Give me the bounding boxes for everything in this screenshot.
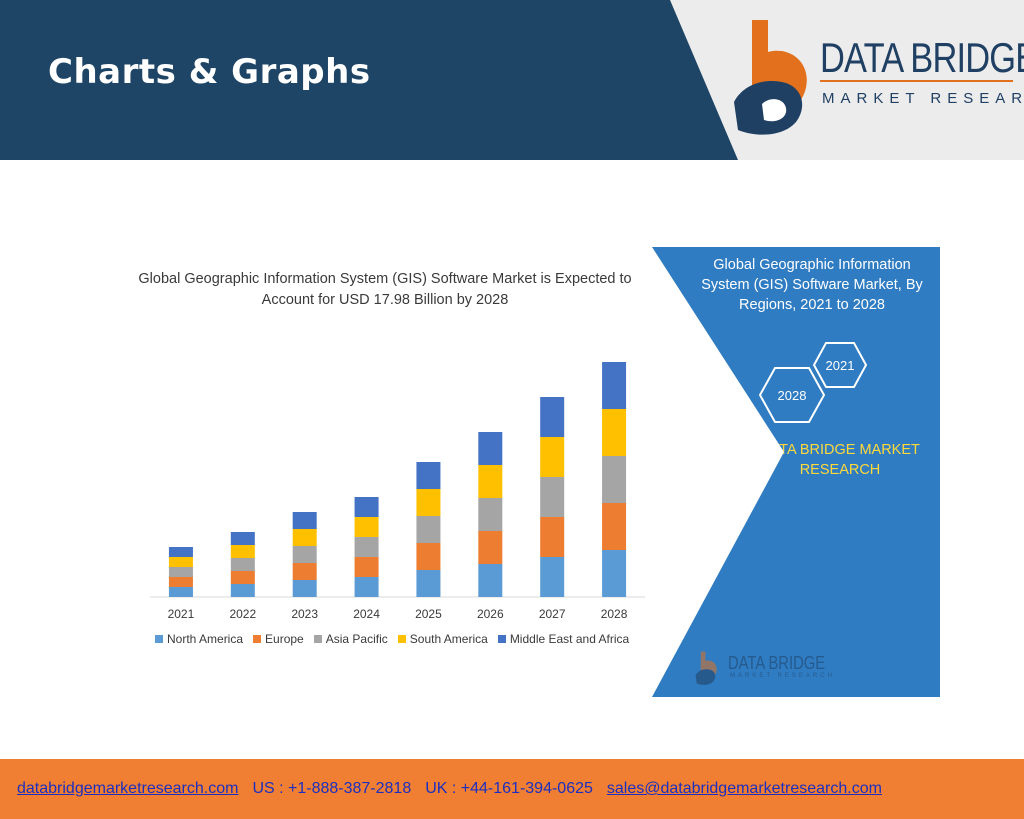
x-tick-label: 2021 [168,607,195,621]
bar-2028-asia-pacific [602,456,627,503]
legend-label: Europe [265,632,304,646]
legend-item: North America [155,632,243,646]
side-logo-subtitle: MARKET RESEARCH [730,673,835,679]
bar-2026-europe [478,531,503,564]
bar-2027-asia-pacific [540,477,565,517]
bar-2028-europe [602,503,627,550]
bar-2026-asia-pacific [478,498,503,531]
bar-2021-europe [168,577,193,587]
bar-2028-south-america [602,409,627,456]
bar-2023-middle-east-and-africa [292,512,317,529]
header: Charts & Graphs DATA BRIDGE MARKET RESEA… [0,0,1024,160]
side-logo-name: DATA BRIDGE [728,653,826,673]
side-panel-brand: DATA BRIDGE MARKET RESEARCH [760,442,920,478]
x-tick-label: 2026 [477,607,504,621]
email-link[interactable]: sales@databridgemarketresearch.com [606,780,882,797]
bar-2021-south-america [168,557,193,567]
side-panel-logo: DATA BRIDGE MARKET RESEARCH [688,651,838,687]
company-logo: DATA BRIDGE MARKET RESEARCH [722,18,1024,142]
bar-2022-middle-east-and-africa [230,532,255,545]
chart-title: Global Geographic Information System (GI… [138,271,632,308]
legend-label: Middle East and Africa [509,632,630,646]
bar-2023-europe [292,563,317,580]
bar-2024-north-america [354,577,379,597]
header-band [0,0,738,160]
chart-card: Global Geographic Information System (GI… [85,247,665,697]
legend-swatch [253,635,262,643]
bar-2026-middle-east-and-africa [478,432,503,465]
x-tick-label: 2024 [353,607,380,621]
legend-item: Europe [253,632,304,646]
bar-2024-middle-east-and-africa [354,497,379,517]
legend-item: Middle East and Africa [497,632,630,646]
bar-2027-europe [540,517,565,557]
hex-start-label: 2021 [825,357,855,373]
legend-item: South America [397,632,488,646]
x-tick-label: 2022 [229,607,256,621]
uk-phone: UK : +44-161-394-0625 [425,780,593,797]
bar-2027-middle-east-and-africa [540,397,565,437]
bar-2022-south-america [230,545,255,558]
bar-2026-south-america [478,465,503,498]
slide-title: Charts & Graphs [48,52,371,92]
legend-swatch [313,635,322,643]
logo-subtitle: MARKET RESEARCH [822,90,1024,107]
bar-2025-europe [416,543,441,570]
bar-2022-north-america [230,584,255,597]
logo-b-icon [734,20,807,135]
side-panel-title: Global Geographic Information System (GI… [701,257,923,313]
bar-2027-south-america [540,437,565,477]
stacked-bar-chart: 2021 2022 2023 2024 2025 2026 2027 2028 [150,362,645,621]
bar-2021-north-america [168,587,193,597]
bar-2025-asia-pacific [416,516,441,543]
bar-2024-europe [354,557,379,577]
x-tick-label: 2025 [415,607,442,621]
x-tick-label: 2028 [601,607,628,621]
bar-2028-middle-east-and-africa [602,362,627,409]
bar-2026-north-america [478,564,503,597]
side-panel: Global Geographic Information System (GI… [652,247,940,697]
hex-end-label: 2028 [777,387,807,403]
bar-2024-south-america [354,517,379,537]
hexagon-2021: 2021 [812,341,868,389]
legend-swatch [155,635,163,643]
bar-2022-asia-pacific [230,558,255,571]
bar-2025-north-america [416,570,441,597]
legend-label: North America [167,632,244,646]
logo-b-icon [695,651,717,685]
bar-2021-middle-east-and-africa [168,547,193,557]
hexagon-2028: 2028 [758,366,826,424]
legend-label: South America [409,632,488,646]
legend-swatch [397,635,406,643]
legend-item: Asia Pacific [313,632,388,646]
bar-2024-asia-pacific [354,537,379,557]
bar-2028-north-america [602,550,627,597]
footer: databridgemarketresearch.com US : +1-888… [0,759,1024,819]
x-tick-label: 2027 [539,607,566,621]
logo-divider [820,80,1013,82]
bar-2023-asia-pacific [292,546,317,563]
x-tick-label: 2023 [291,607,318,621]
logo-name: DATA BRIDGE [820,34,1024,81]
bar-2022-europe [230,571,255,584]
bar-2023-north-america [292,580,317,597]
footer-contacts: databridgemarketresearch.com US : +1-888… [17,780,882,798]
bar-2025-middle-east-and-africa [416,462,441,489]
chart-legend: North America Europe Asia Pacific South Ame… [155,632,629,646]
website-link[interactable]: databridgemarketresearch.com [17,780,239,797]
bar-2021-asia-pacific [168,567,193,577]
bar-2025-south-america [416,489,441,516]
legend-swatch [497,635,506,643]
bar-2027-north-america [540,557,565,597]
us-phone: US : +1-888-387-2818 [252,780,412,797]
bar-2023-south-america [292,529,317,546]
legend-label: Asia Pacific [325,632,388,646]
